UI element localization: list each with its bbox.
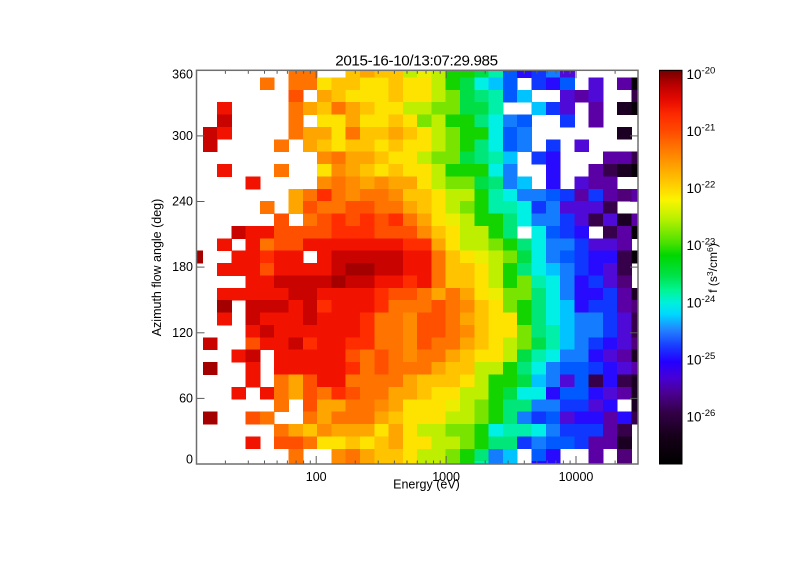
svg-text:Azimuth flow angle (deg): Azimuth flow angle (deg) xyxy=(150,199,164,337)
svg-text:300: 300 xyxy=(172,129,193,143)
svg-text:180: 180 xyxy=(172,260,193,274)
svg-text:2015-16-10/13:07:29.985: 2015-16-10/13:07:29.985 xyxy=(335,52,498,69)
svg-text:10000: 10000 xyxy=(559,470,594,484)
svg-text:f (s3/cm6): f (s3/cm6) xyxy=(705,243,720,292)
svg-text:60: 60 xyxy=(179,391,193,405)
svg-text:240: 240 xyxy=(172,195,193,209)
svg-text:360: 360 xyxy=(172,68,193,82)
svg-text:0: 0 xyxy=(186,453,193,467)
svg-text:120: 120 xyxy=(172,326,193,340)
svg-text:1000: 1000 xyxy=(432,470,460,484)
svg-text:Energy (eV): Energy (eV) xyxy=(393,478,460,492)
svg-text:100: 100 xyxy=(306,470,327,484)
